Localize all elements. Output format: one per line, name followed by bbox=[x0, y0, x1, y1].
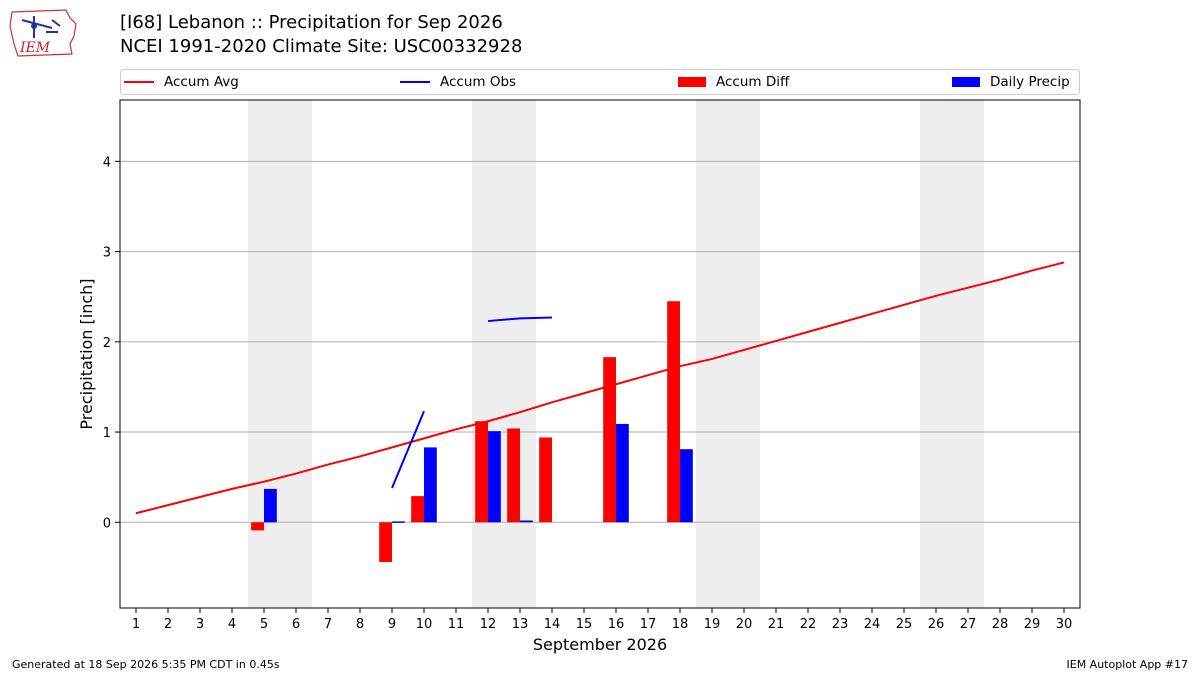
legend-item-accum-avg: Accum Avg bbox=[124, 70, 239, 94]
legend-swatch-daily-precip bbox=[952, 77, 980, 87]
x-tick-label: 26 bbox=[928, 617, 945, 632]
legend-label-accum-avg: Accum Avg bbox=[164, 74, 239, 90]
x-tick-label: 11 bbox=[448, 617, 465, 632]
plot-frame bbox=[119, 99, 1081, 609]
legend-label-accum-diff: Accum Diff bbox=[716, 74, 790, 90]
x-tick-label: 22 bbox=[800, 617, 817, 632]
x-tick-label: 20 bbox=[736, 617, 753, 632]
accum-diff-bar bbox=[667, 301, 680, 523]
y-tick-label: 2 bbox=[103, 336, 111, 351]
y-tick-label: 4 bbox=[103, 155, 111, 170]
x-tick-label: 14 bbox=[544, 617, 561, 632]
daily-precip-bar bbox=[424, 447, 437, 523]
accum-avg-line bbox=[135, 261, 1065, 515]
x-tick-label: 12 bbox=[480, 617, 497, 632]
chart-subtitle: NCEI 1991-2020 Climate Site: USC00332928 bbox=[120, 36, 523, 57]
x-tick-label: 15 bbox=[576, 617, 593, 632]
x-tick-label: 13 bbox=[512, 617, 529, 632]
accum-diff-bar bbox=[539, 437, 552, 523]
iem-logo: IEM bbox=[9, 9, 77, 57]
accum-obs-line bbox=[391, 410, 425, 489]
x-axis-label: September 2026 bbox=[533, 635, 667, 654]
x-tick-label: 18 bbox=[672, 617, 689, 632]
accum-diff-bar bbox=[507, 428, 520, 523]
app-footer: IEM Autoplot App #17 bbox=[1066, 658, 1189, 671]
legend-label-daily-precip: Daily Precip bbox=[990, 74, 1070, 90]
logo-text: IEM bbox=[19, 40, 51, 56]
x-tick-label: 8 bbox=[356, 617, 364, 632]
weekend-band bbox=[248, 100, 280, 608]
x-tick-label: 21 bbox=[768, 617, 785, 632]
weekend-band bbox=[696, 100, 728, 608]
weekend-band bbox=[952, 100, 984, 608]
legend: Accum Avg Accum Obs Accum Diff Daily Pre… bbox=[120, 69, 1080, 95]
legend-swatch-accum-diff bbox=[678, 77, 706, 87]
generated-footer: Generated at 18 Sep 2026 5:35 PM CDT in … bbox=[12, 658, 280, 671]
x-tick-label: 19 bbox=[704, 617, 721, 632]
x-tick-label: 2 bbox=[164, 617, 172, 632]
weekend-band bbox=[504, 100, 536, 608]
chart-title: [I68] Lebanon :: Precipitation for Sep 2… bbox=[120, 12, 503, 33]
x-tick-label: 9 bbox=[388, 617, 396, 632]
station-dot bbox=[31, 23, 37, 29]
x-tick-label: 3 bbox=[196, 617, 204, 632]
x-tick-label: 4 bbox=[228, 617, 236, 632]
accum-diff-bar bbox=[475, 421, 488, 523]
legend-item-accum-obs: Accum Obs bbox=[400, 70, 516, 94]
legend-swatch-accum-avg bbox=[124, 81, 154, 83]
daily-precip-bar bbox=[488, 431, 501, 523]
daily-precip-bar bbox=[264, 488, 277, 523]
y-tick-label: 3 bbox=[103, 246, 111, 261]
legend-swatch-accum-obs bbox=[400, 81, 430, 83]
x-tick-label: 24 bbox=[864, 617, 881, 632]
x-tick-label: 16 bbox=[608, 617, 625, 632]
x-tick-label: 28 bbox=[992, 617, 1009, 632]
x-tick-label: 10 bbox=[416, 617, 433, 632]
x-tick-label: 5 bbox=[260, 617, 268, 632]
daily-precip-bar bbox=[616, 423, 629, 523]
weekend-band bbox=[280, 100, 312, 608]
x-tick-label: 17 bbox=[640, 617, 657, 632]
x-tick-label: 6 bbox=[292, 617, 300, 632]
accum-diff-bar bbox=[251, 522, 264, 531]
accum-diff-bar bbox=[603, 357, 616, 523]
x-tick-label: 1 bbox=[132, 617, 140, 632]
x-tick-label: 7 bbox=[324, 617, 332, 632]
x-tick-label: 29 bbox=[1024, 617, 1041, 632]
y-tick-label: 1 bbox=[103, 426, 111, 441]
daily-precip-bar bbox=[520, 520, 533, 523]
daily-precip-bar bbox=[392, 521, 405, 523]
x-tick-label: 30 bbox=[1056, 617, 1073, 632]
legend-item-accum-diff: Accum Diff bbox=[678, 70, 789, 94]
weekend-band bbox=[728, 100, 760, 608]
x-tick-label: 23 bbox=[832, 617, 849, 632]
weekend-band bbox=[472, 100, 504, 608]
y-axis-label: Precipitation [inch] bbox=[77, 278, 96, 429]
daily-precip-bar bbox=[680, 449, 693, 523]
accum-obs-line bbox=[487, 316, 553, 323]
weekend-band bbox=[920, 100, 952, 608]
accum-diff-bar bbox=[379, 522, 392, 562]
legend-label-accum-obs: Accum Obs bbox=[440, 74, 517, 90]
accum-diff-bar bbox=[411, 496, 424, 523]
y-tick-label: 0 bbox=[103, 516, 111, 531]
legend-item-daily-precip: Daily Precip bbox=[952, 70, 1070, 94]
x-tick-label: 25 bbox=[896, 617, 913, 632]
x-tick-label: 27 bbox=[960, 617, 977, 632]
